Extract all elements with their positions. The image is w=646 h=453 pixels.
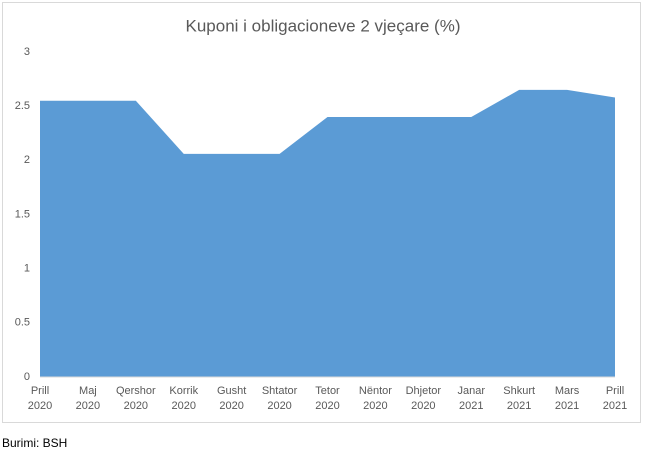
y-tick-label: 2	[24, 154, 30, 166]
y-tick-label: 0.5	[15, 317, 30, 329]
x-tick-label: Korrik 2020	[169, 385, 199, 412]
y-tick-label: 1.5	[15, 208, 30, 220]
area	[40, 89, 615, 378]
x-tick-label: Maj 2020	[75, 385, 101, 412]
y-tick-label: 0	[24, 371, 30, 383]
y-tick-label: 3	[24, 46, 30, 58]
x-tick-label: Prill 2020	[27, 385, 53, 412]
x-tick-label: Shkurt 2021	[503, 385, 536, 412]
x-tick-label: Gusht 2020	[216, 385, 247, 412]
x-tick-label: Nëntor 2020	[358, 385, 392, 412]
x-tick-label: Qershor 2020	[115, 385, 156, 412]
x-tick-label: Prill 2021	[602, 385, 628, 412]
source-note: Burimi: BSH	[2, 436, 68, 450]
x-tick-label: Tetor 2020	[315, 385, 340, 412]
chart-title: Kuponi i obligacioneve 2 vjeçare (%)	[186, 16, 461, 35]
x-tick-label: Dhjetor 2020	[405, 385, 442, 412]
y-tick-label: 1	[24, 263, 30, 275]
chart: Kuponi i obligacioneve 2 vjeçare (%) 0 0.…	[2, 2, 641, 423]
x-tick-label: Janar 2021	[457, 385, 486, 412]
x-tick-label: Mars 2021	[554, 385, 580, 412]
y-tick-label: 2.5	[15, 100, 30, 112]
x-tick-label: Shtator 2020	[261, 385, 298, 412]
